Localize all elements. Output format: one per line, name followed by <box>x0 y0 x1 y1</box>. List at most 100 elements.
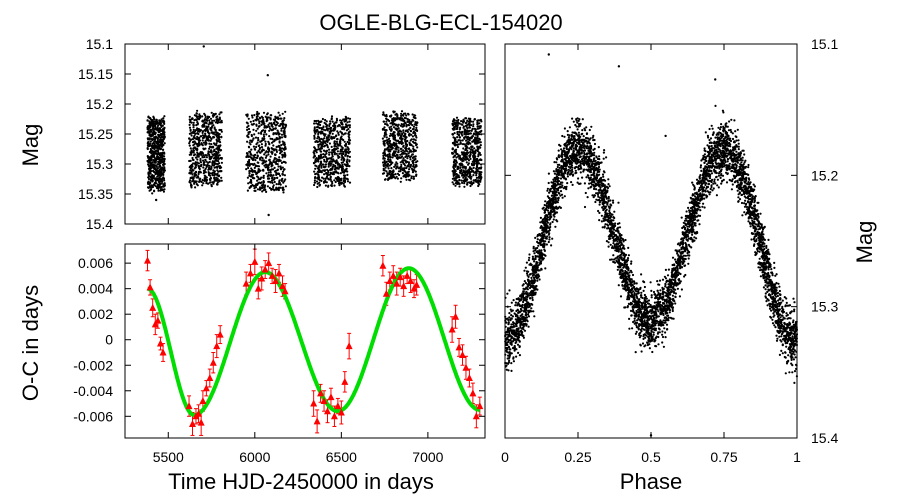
light-curve-point <box>342 150 345 153</box>
light-curve-point <box>317 123 320 126</box>
light-curve-point <box>326 129 329 132</box>
light-curve-point <box>388 149 391 152</box>
light-curve-point <box>386 162 390 166</box>
light-curve-point <box>161 124 164 127</box>
light-curve-point <box>477 180 480 183</box>
light-curve-point <box>195 163 198 166</box>
light-curve-point <box>410 155 413 158</box>
light-curve-point <box>414 121 417 124</box>
light-curve-outlier <box>267 213 270 217</box>
light-curve-point <box>205 126 208 129</box>
light-curve-point <box>248 141 251 144</box>
light-curve-point <box>200 135 203 138</box>
o-c-y-tick-label: 0 <box>105 332 113 348</box>
light-curve-point <box>453 128 456 131</box>
light-curve-point <box>473 147 476 150</box>
light-curve-point <box>260 129 264 133</box>
light-curve-point <box>336 142 339 145</box>
light-curve-point <box>205 160 208 163</box>
light-curve-point <box>209 177 212 180</box>
light-curve-point <box>329 171 332 174</box>
light-curve-point <box>262 159 265 162</box>
light-curve-point <box>280 144 283 147</box>
light-curve-point <box>344 123 348 126</box>
light-curve-point <box>381 161 385 164</box>
o-c-y-tick-label: 0.004 <box>78 281 113 297</box>
light-curve-y-tick-label: 15.15 <box>78 66 113 82</box>
phase-point <box>508 289 511 292</box>
light-curve-point <box>323 173 326 176</box>
light-curve-point <box>280 150 284 153</box>
light-curve-point <box>408 120 411 124</box>
light-curve-point <box>401 172 404 175</box>
o-c-measurements <box>144 256 484 427</box>
light-curve-point <box>319 160 323 163</box>
phase-point <box>661 278 665 281</box>
light-curve-point <box>394 150 397 153</box>
light-curve-point <box>249 156 253 159</box>
light-curve-point <box>281 177 284 180</box>
light-curve-point <box>385 170 388 173</box>
light-curve-point <box>412 165 415 168</box>
light-curve-point <box>207 161 210 164</box>
o-c-x-ticks: 5500 6000 6500 7000 <box>153 44 444 465</box>
light-curve-point <box>269 122 272 125</box>
light-curve-point <box>209 139 212 142</box>
light-curve-point <box>264 140 267 143</box>
light-curve-point <box>451 133 454 136</box>
light-curve-point <box>219 170 222 173</box>
light-curve-point <box>196 161 199 164</box>
light-curve-point <box>406 130 409 133</box>
light-curve-point <box>264 163 267 166</box>
light-curve-point <box>465 161 468 164</box>
light-curve-point <box>323 137 326 140</box>
light-curve-point <box>152 177 156 180</box>
light-curve-point <box>461 139 464 142</box>
light-curve-point <box>283 153 286 156</box>
light-curve-point <box>252 122 255 125</box>
light-curve-point <box>340 181 343 184</box>
light-curve-point <box>456 180 459 183</box>
light-curve-point <box>269 169 272 172</box>
light-curve-point <box>215 157 218 160</box>
light-curve-point <box>387 177 390 180</box>
light-curve-point <box>205 154 208 157</box>
light-curve-point <box>220 135 223 138</box>
light-curve-point <box>262 180 265 183</box>
light-curve-point <box>477 148 480 151</box>
light-curve-point <box>469 132 472 135</box>
light-curve-point <box>464 128 467 131</box>
light-curve-point <box>154 179 158 182</box>
light-curve-point <box>256 154 259 157</box>
light-curve-point <box>157 172 161 175</box>
light-curve-point <box>209 126 213 130</box>
light-curve-point <box>259 188 262 191</box>
light-curve-point <box>476 168 479 171</box>
light-curve-point <box>213 156 216 159</box>
light-curve-point <box>247 166 250 170</box>
light-curve-point <box>470 170 473 173</box>
light-curve-point <box>265 133 268 136</box>
phase-point <box>737 139 740 142</box>
light-curve-point <box>344 153 347 156</box>
light-curve-point <box>276 163 279 166</box>
light-curve-point <box>385 136 388 139</box>
light-curve-point <box>347 117 350 120</box>
light-curve-point <box>413 134 417 137</box>
light-curve-point <box>218 116 221 119</box>
light-curve-point <box>279 183 282 186</box>
light-curve-point <box>451 148 454 151</box>
light-curve-point <box>404 112 407 115</box>
light-curve-point <box>195 171 198 174</box>
light-curve-point <box>210 121 213 124</box>
light-curve-point <box>473 153 476 156</box>
light-curve-point <box>156 155 159 159</box>
light-curve-point <box>203 174 206 177</box>
light-curve-point <box>209 158 212 161</box>
light-curve-point <box>201 139 204 142</box>
light-curve-point <box>189 159 192 162</box>
light-curve-point <box>472 150 475 153</box>
light-curve-point <box>281 186 284 189</box>
phase-point <box>717 174 721 177</box>
light-curve-point <box>148 122 151 125</box>
